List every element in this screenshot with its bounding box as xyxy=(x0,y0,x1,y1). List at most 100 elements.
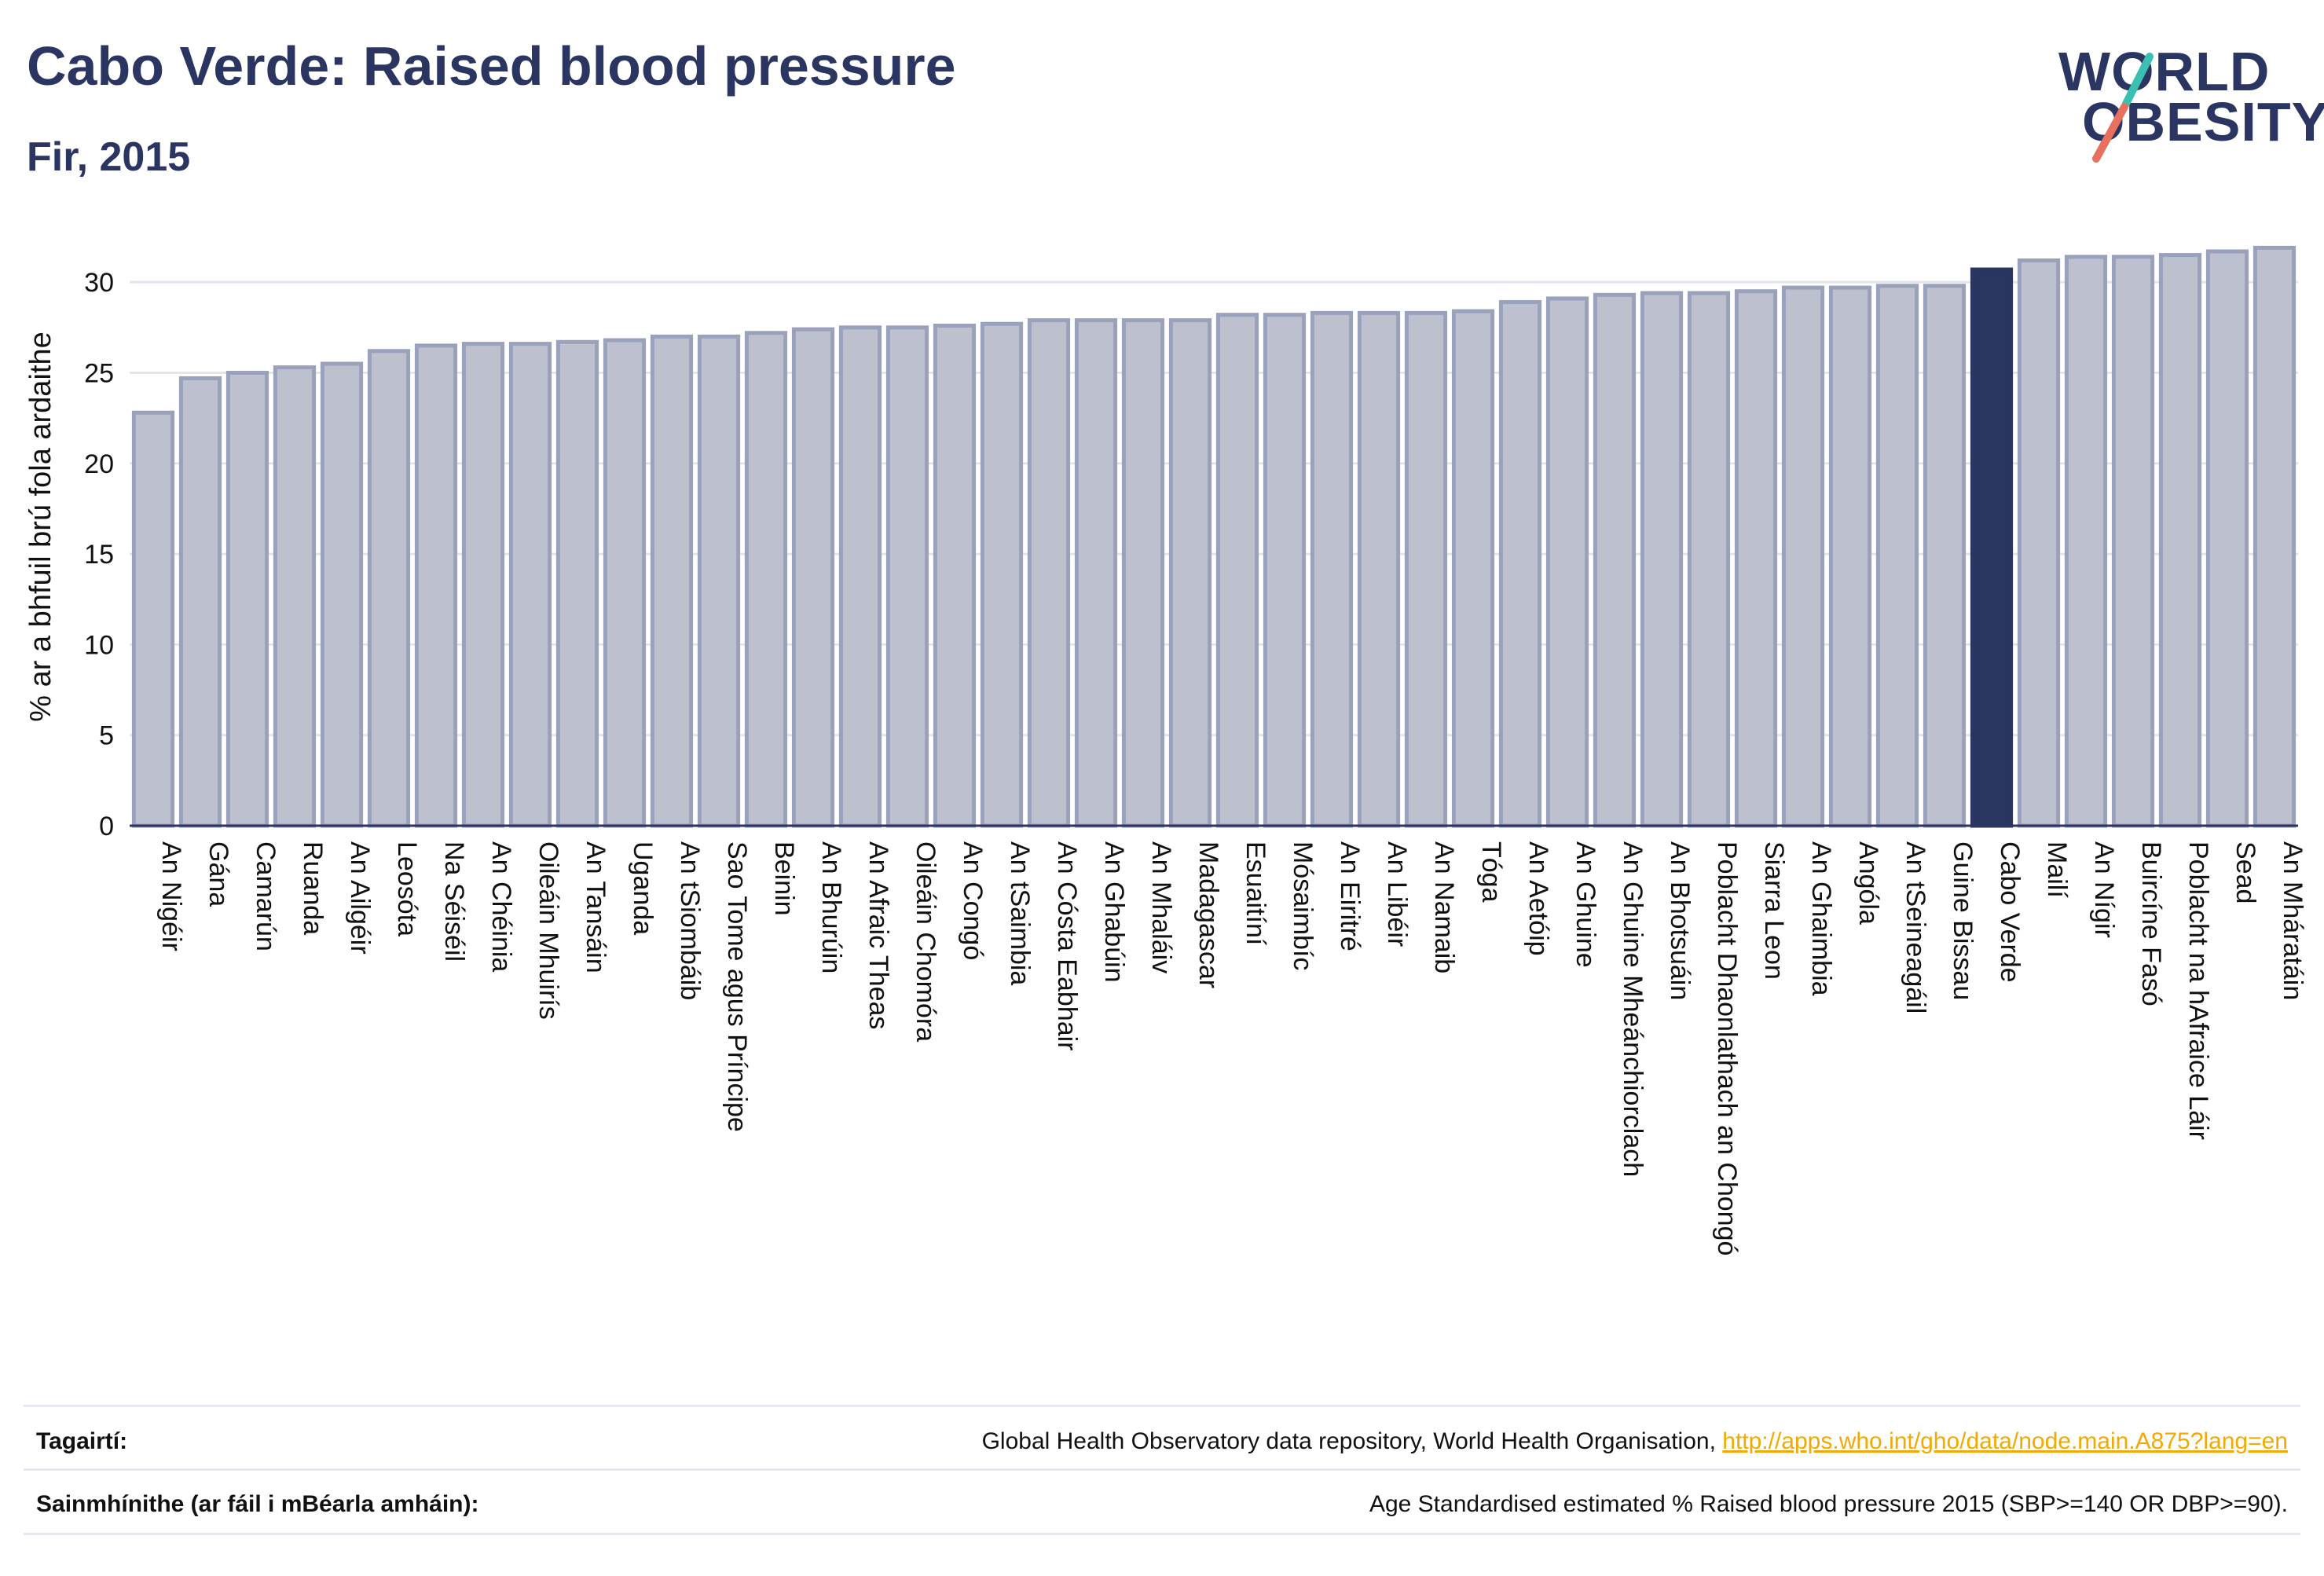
y-tick-label: 25 xyxy=(84,358,114,388)
references-text: Global Health Observatory data repositor… xyxy=(981,1428,1716,1454)
x-tick-label: An tSaimbia xyxy=(1005,841,1035,985)
x-tick-label: An Ghuine Mheánchiorclach xyxy=(1618,841,1648,1177)
bar xyxy=(1545,296,1589,828)
bar xyxy=(273,365,317,828)
chart-subtitle: Fir, 2015 xyxy=(27,134,191,180)
bar xyxy=(1357,310,1401,828)
bar xyxy=(2111,255,2155,828)
x-tick-label: An Aetóip xyxy=(1523,841,1553,956)
x-tick-label: Buircíne Fasó xyxy=(2136,841,2166,1006)
logo-slash-icon xyxy=(2092,53,2154,163)
bar xyxy=(178,376,222,828)
references-link[interactable]: http://apps.who.int/gho/data/node.main.A… xyxy=(1722,1428,2288,1454)
bar xyxy=(603,338,647,828)
definitions-label: Sainmhínithe (ar fáil i mBéarla amháin): xyxy=(36,1491,479,1517)
bar xyxy=(461,342,505,828)
x-tick-label: Oileáin Mhuirís xyxy=(533,841,563,1020)
y-tick-label: 20 xyxy=(84,449,114,479)
bar xyxy=(508,342,552,828)
bar xyxy=(1828,285,1872,828)
y-axis-label: % ar a bhfuil brú fola ardaithe xyxy=(24,332,57,721)
bar xyxy=(885,325,929,828)
bar xyxy=(414,343,458,828)
x-tick-label: Siarra Leon xyxy=(1759,841,1789,980)
footer-divider xyxy=(24,1468,2300,1471)
bar xyxy=(1168,318,1212,828)
x-tick-label: An Eiritré xyxy=(1335,841,1365,951)
bar xyxy=(838,325,882,828)
bar xyxy=(2205,249,2249,828)
bar xyxy=(1687,291,1731,828)
x-tick-label: An Tansáin xyxy=(581,841,610,973)
bar xyxy=(2158,253,2202,828)
bar xyxy=(1640,291,1684,828)
bar xyxy=(650,334,694,828)
x-tick-label: An Namaib xyxy=(1429,841,1459,973)
x-tick-label: An Nígir xyxy=(2089,841,2119,938)
chart-title: Cabo Verde: Raised blood pressure xyxy=(27,35,956,97)
x-tick-label: An Ailgéir xyxy=(345,841,375,955)
x-tick-label: An Libéir xyxy=(1382,841,1412,947)
x-tick-label: Sao Tome agus Príncipe xyxy=(722,841,752,1132)
x-tick-label: An Chéinia xyxy=(486,841,516,972)
references-label: Tagairtí: xyxy=(36,1428,128,1454)
bar xyxy=(555,339,599,828)
x-tick-label: Poblacht Dhaonlathach an Chongó xyxy=(1712,841,1742,1255)
x-tick-label: An Ghuine xyxy=(1571,841,1600,968)
bar xyxy=(131,410,175,828)
x-tick-label: Angóla xyxy=(1853,841,1883,925)
y-tick-label: 5 xyxy=(99,721,114,751)
bar xyxy=(367,349,411,828)
x-tick-label: Na Séiséil xyxy=(439,841,469,962)
x-tick-label: Mailí xyxy=(2042,841,2072,898)
x-tick-label: Poblacht na hAfraice Láir xyxy=(2183,841,2213,1140)
x-tick-label: Leosóta xyxy=(392,841,422,936)
x-tick-label: Tóga xyxy=(1476,841,1506,903)
bar xyxy=(1451,309,1495,828)
x-tick-label: An Cósta Eabhair xyxy=(1052,841,1082,1051)
x-tick-label: Camarún xyxy=(251,841,280,951)
bar xyxy=(1923,284,1967,828)
bar xyxy=(697,334,741,828)
bar xyxy=(2253,245,2297,828)
x-tick-label: Guine Bissau xyxy=(1948,841,1978,1000)
bar xyxy=(1404,310,1448,828)
bar xyxy=(1498,300,1542,828)
x-tick-label: Mósaimbíc xyxy=(1288,841,1318,970)
y-tick-label: 10 xyxy=(84,630,114,660)
y-tick-label: 30 xyxy=(84,268,114,298)
footer-divider xyxy=(24,1533,2300,1535)
x-tick-label: Madagascar xyxy=(1193,841,1223,988)
bar xyxy=(1310,310,1354,828)
x-tick-label: An Mháratáin xyxy=(2278,841,2308,1000)
y-tick-label: 0 xyxy=(99,812,114,841)
bar xyxy=(225,370,269,828)
x-tick-label: An Bhotsuáin xyxy=(1665,841,1695,1000)
references-value: Global Health Observatory data repositor… xyxy=(982,1428,2288,1455)
x-tick-label: An Ghabúin xyxy=(1099,841,1129,983)
bar xyxy=(933,324,977,828)
bar xyxy=(1121,318,1165,828)
bar xyxy=(744,331,788,828)
x-tick-label: Uganda xyxy=(628,841,658,935)
x-tick-label: An Nigéir xyxy=(156,841,186,951)
x-tick-label: Esuaitíní xyxy=(1241,841,1270,946)
x-tick-label: Gána xyxy=(203,841,233,907)
y-tick-label: 15 xyxy=(84,540,114,570)
bar-highlighted xyxy=(1970,267,2014,828)
bar-chart: 0 5 10 15 20 25 30 % ar a bhfuil brú fola ardai… xyxy=(24,245,2308,1255)
x-tick-label: Sead xyxy=(2231,841,2260,903)
x-tick-label: Ruanda xyxy=(298,841,328,935)
x-tick-label: Cabo Verde xyxy=(1995,841,2025,983)
x-tick-label: Oileáin Chomóra xyxy=(911,841,940,1042)
bar xyxy=(2017,258,2061,828)
bar xyxy=(1593,292,1637,828)
x-tick-label: An Ghaimbia xyxy=(1806,841,1836,996)
x-tick-label: An Afraic Theas xyxy=(863,841,893,1029)
bar xyxy=(1027,318,1071,828)
bar xyxy=(320,361,364,828)
bar xyxy=(2064,255,2108,828)
logo-line1: WORLD xyxy=(2058,41,2271,102)
bar xyxy=(1875,284,1919,828)
bar xyxy=(1781,285,1825,828)
